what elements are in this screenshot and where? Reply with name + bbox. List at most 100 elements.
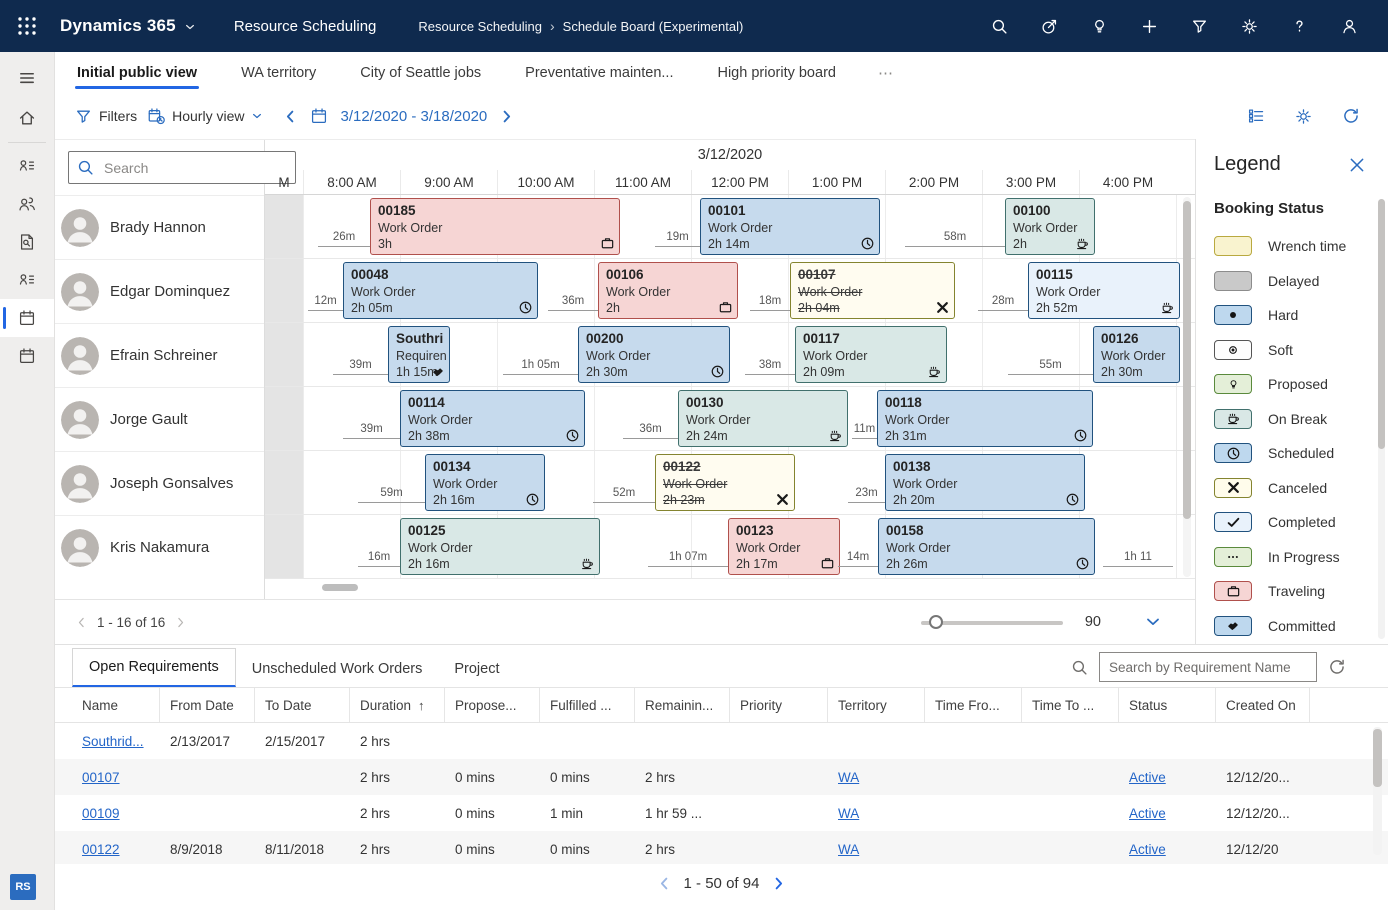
waffle-icon[interactable] [16, 15, 38, 37]
cell-link[interactable]: WA [838, 769, 860, 785]
booking-block-00123[interactable]: 00123 Work Order 2h 17m [728, 518, 840, 575]
rail-item-doc-search[interactable] [0, 223, 54, 261]
booking-block-Southri[interactable]: Southri Requiren 1h 15m [388, 326, 450, 383]
resources-prev-button[interactable] [75, 616, 88, 629]
rail-item-contact-list[interactable] [0, 147, 54, 185]
booking-block-00118[interactable]: 00118 Work Order 2h 31m [877, 390, 1093, 447]
board-tab-1[interactable]: Initial public view [75, 55, 200, 91]
table-row[interactable]: 00107 2 hrs 0 mins 0 mins 2 hrs WA Active 12/12… [55, 759, 1388, 795]
booking-block-00107[interactable]: 00107 Work Order 2h 04m [790, 262, 955, 319]
column-header-territory[interactable]: Territory [828, 688, 925, 722]
booking-block-00158[interactable]: 00158 Work Order 2h 26m [878, 518, 1095, 575]
next-date-button[interactable] [499, 109, 514, 124]
table-row[interactable]: Southrid... 2/13/2017 2/15/2017 2 hrs [55, 723, 1388, 759]
booking-block-00115[interactable]: 00115 Work Order 2h 52m [1028, 262, 1180, 319]
lightbulb-icon[interactable] [1091, 18, 1108, 35]
resource-row[interactable]: Edgar Dominquez [55, 259, 264, 323]
cell-link[interactable]: 00109 [82, 805, 120, 821]
person-icon[interactable] [1341, 18, 1358, 35]
rail-item-calendar[interactable] [0, 337, 54, 375]
filters-button[interactable]: Filters [75, 108, 137, 125]
column-header-time-fro[interactable]: Time Fro... [925, 688, 1022, 722]
resource-row[interactable]: Kris Nakamura [55, 515, 264, 579]
breadcrumb-parent[interactable]: Resource Scheduling [418, 18, 542, 34]
resource-search-input[interactable] [102, 158, 287, 177]
search-icon[interactable] [991, 18, 1008, 35]
column-header-propose[interactable]: Propose... [445, 688, 540, 722]
booking-block-00185[interactable]: 00185 Work Order 3h [370, 198, 620, 255]
close-icon[interactable] [1348, 156, 1366, 174]
plus-icon[interactable] [1141, 18, 1158, 35]
legend-scrollbar[interactable] [1378, 199, 1385, 639]
refresh-icon[interactable] [1328, 658, 1346, 676]
column-header-fulfilled[interactable]: Fulfilled ... [540, 688, 635, 722]
column-header-duration[interactable]: Duration ↑ [350, 688, 445, 722]
column-header-remainin[interactable]: Remainin... [635, 688, 730, 722]
refresh-icon[interactable] [1342, 107, 1360, 125]
booking-block-00114[interactable]: 00114 Work Order 2h 38m [400, 390, 585, 447]
booking-block-00200[interactable]: 00200 Work Order 2h 30m [578, 326, 730, 383]
filter-icon[interactable] [1191, 18, 1208, 35]
booking-block-00130[interactable]: 00130 Work Order 2h 24m [678, 390, 848, 447]
booking-block-00100[interactable]: 00100 Work Order 2h [1005, 198, 1095, 255]
prev-date-button[interactable] [283, 109, 298, 124]
column-header-to-date[interactable]: To Date [255, 688, 350, 722]
resource-row[interactable]: Joseph Gonsalves [55, 451, 264, 515]
list-settings-icon[interactable] [1247, 107, 1265, 125]
board-tab-4[interactable]: Preventative mainten... [525, 64, 674, 81]
user-initials-badge[interactable]: RS [10, 874, 36, 900]
horizontal-scrollbar[interactable] [322, 584, 358, 591]
board-tab-3[interactable]: City of Seattle jobs [360, 64, 482, 81]
resource-row[interactable]: Brady Hannon [55, 195, 264, 259]
column-header-created-on[interactable]: Created On [1216, 688, 1310, 722]
gear-icon[interactable] [1241, 18, 1258, 35]
tabs-overflow-button[interactable]: ⋯ [877, 64, 893, 82]
table-row[interactable]: 00109 2 hrs 0 mins 1 min 1 hr 59 ... WA Active… [55, 795, 1388, 831]
requirements-tab-3[interactable]: Project [454, 661, 500, 677]
column-header-time-to[interactable]: Time To ... [1022, 688, 1119, 722]
resources-next-button[interactable] [174, 616, 187, 629]
table-row[interactable]: 00122 8/9/2018 8/11/2018 2 hrs 0 mins 0 mins 2… [55, 831, 1388, 864]
requirements-tab-2[interactable]: Unscheduled Work Orders [251, 661, 423, 677]
rail-item-contact-list[interactable] [0, 261, 54, 299]
rail-item-people[interactable] [0, 185, 54, 223]
booking-block-00101[interactable]: 00101 Work Order 2h 14m [700, 198, 880, 255]
cell-link[interactable]: WA [838, 805, 860, 821]
gear-icon[interactable] [1295, 108, 1312, 125]
app-name[interactable]: Resource Scheduling [233, 17, 377, 35]
booking-block-00122[interactable]: 00122 Work Order 2h 23m [655, 454, 795, 511]
requirements-tab-1[interactable]: Open Requirements [72, 648, 236, 687]
cell-link[interactable]: WA [838, 841, 860, 857]
booking-block-00125[interactable]: 00125 Work Order 2h 16m [400, 518, 600, 575]
column-header-status[interactable]: Status [1119, 688, 1216, 722]
view-mode-dropdown[interactable]: Hourly view [147, 107, 263, 125]
cell-link[interactable]: Active [1129, 769, 1166, 785]
resource-row[interactable]: Jorge Gault [55, 387, 264, 451]
cell-link[interactable]: Active [1129, 805, 1166, 821]
board-tab-5[interactable]: High priority board [717, 64, 836, 81]
date-range[interactable]: 3/12/2020 - 3/18/2020 [340, 107, 488, 125]
collapse-panel-chevron[interactable] [1145, 614, 1161, 630]
column-header-priority[interactable]: Priority [730, 688, 828, 722]
column-header-from-date[interactable]: From Date [160, 688, 255, 722]
booking-block-00134[interactable]: 00134 Work Order 2h 16m [425, 454, 545, 511]
booking-block-00106[interactable]: 00106 Work Order 2h [598, 262, 738, 319]
cell-link[interactable]: Active [1129, 841, 1166, 857]
task-circle-icon[interactable] [1041, 18, 1058, 35]
rail-item-hamburger[interactable] [0, 58, 54, 98]
board-tab-2[interactable]: WA territory [241, 64, 317, 81]
column-header-name[interactable]: Name [72, 688, 160, 722]
help-icon[interactable] [1291, 18, 1308, 35]
resource-row[interactable]: Efrain Schreiner [55, 323, 264, 387]
booking-block-00126[interactable]: 00126 Work Order 2h 30m [1093, 326, 1180, 383]
page-next-button[interactable] [771, 876, 786, 891]
booking-block-00048[interactable]: 00048 Work Order 2h 05m [343, 262, 538, 319]
rail-item-home[interactable] [0, 98, 54, 138]
search-icon[interactable] [1071, 659, 1088, 676]
booking-block-00138[interactable]: 00138 Work Order 2h 20m [885, 454, 1085, 511]
requirement-search-input[interactable] [1099, 652, 1317, 682]
cell-link[interactable]: 00107 [82, 769, 120, 785]
zoom-slider[interactable] [920, 615, 1063, 629]
table-scrollbar[interactable] [1373, 727, 1382, 855]
cell-link[interactable]: 00122 [82, 841, 120, 857]
